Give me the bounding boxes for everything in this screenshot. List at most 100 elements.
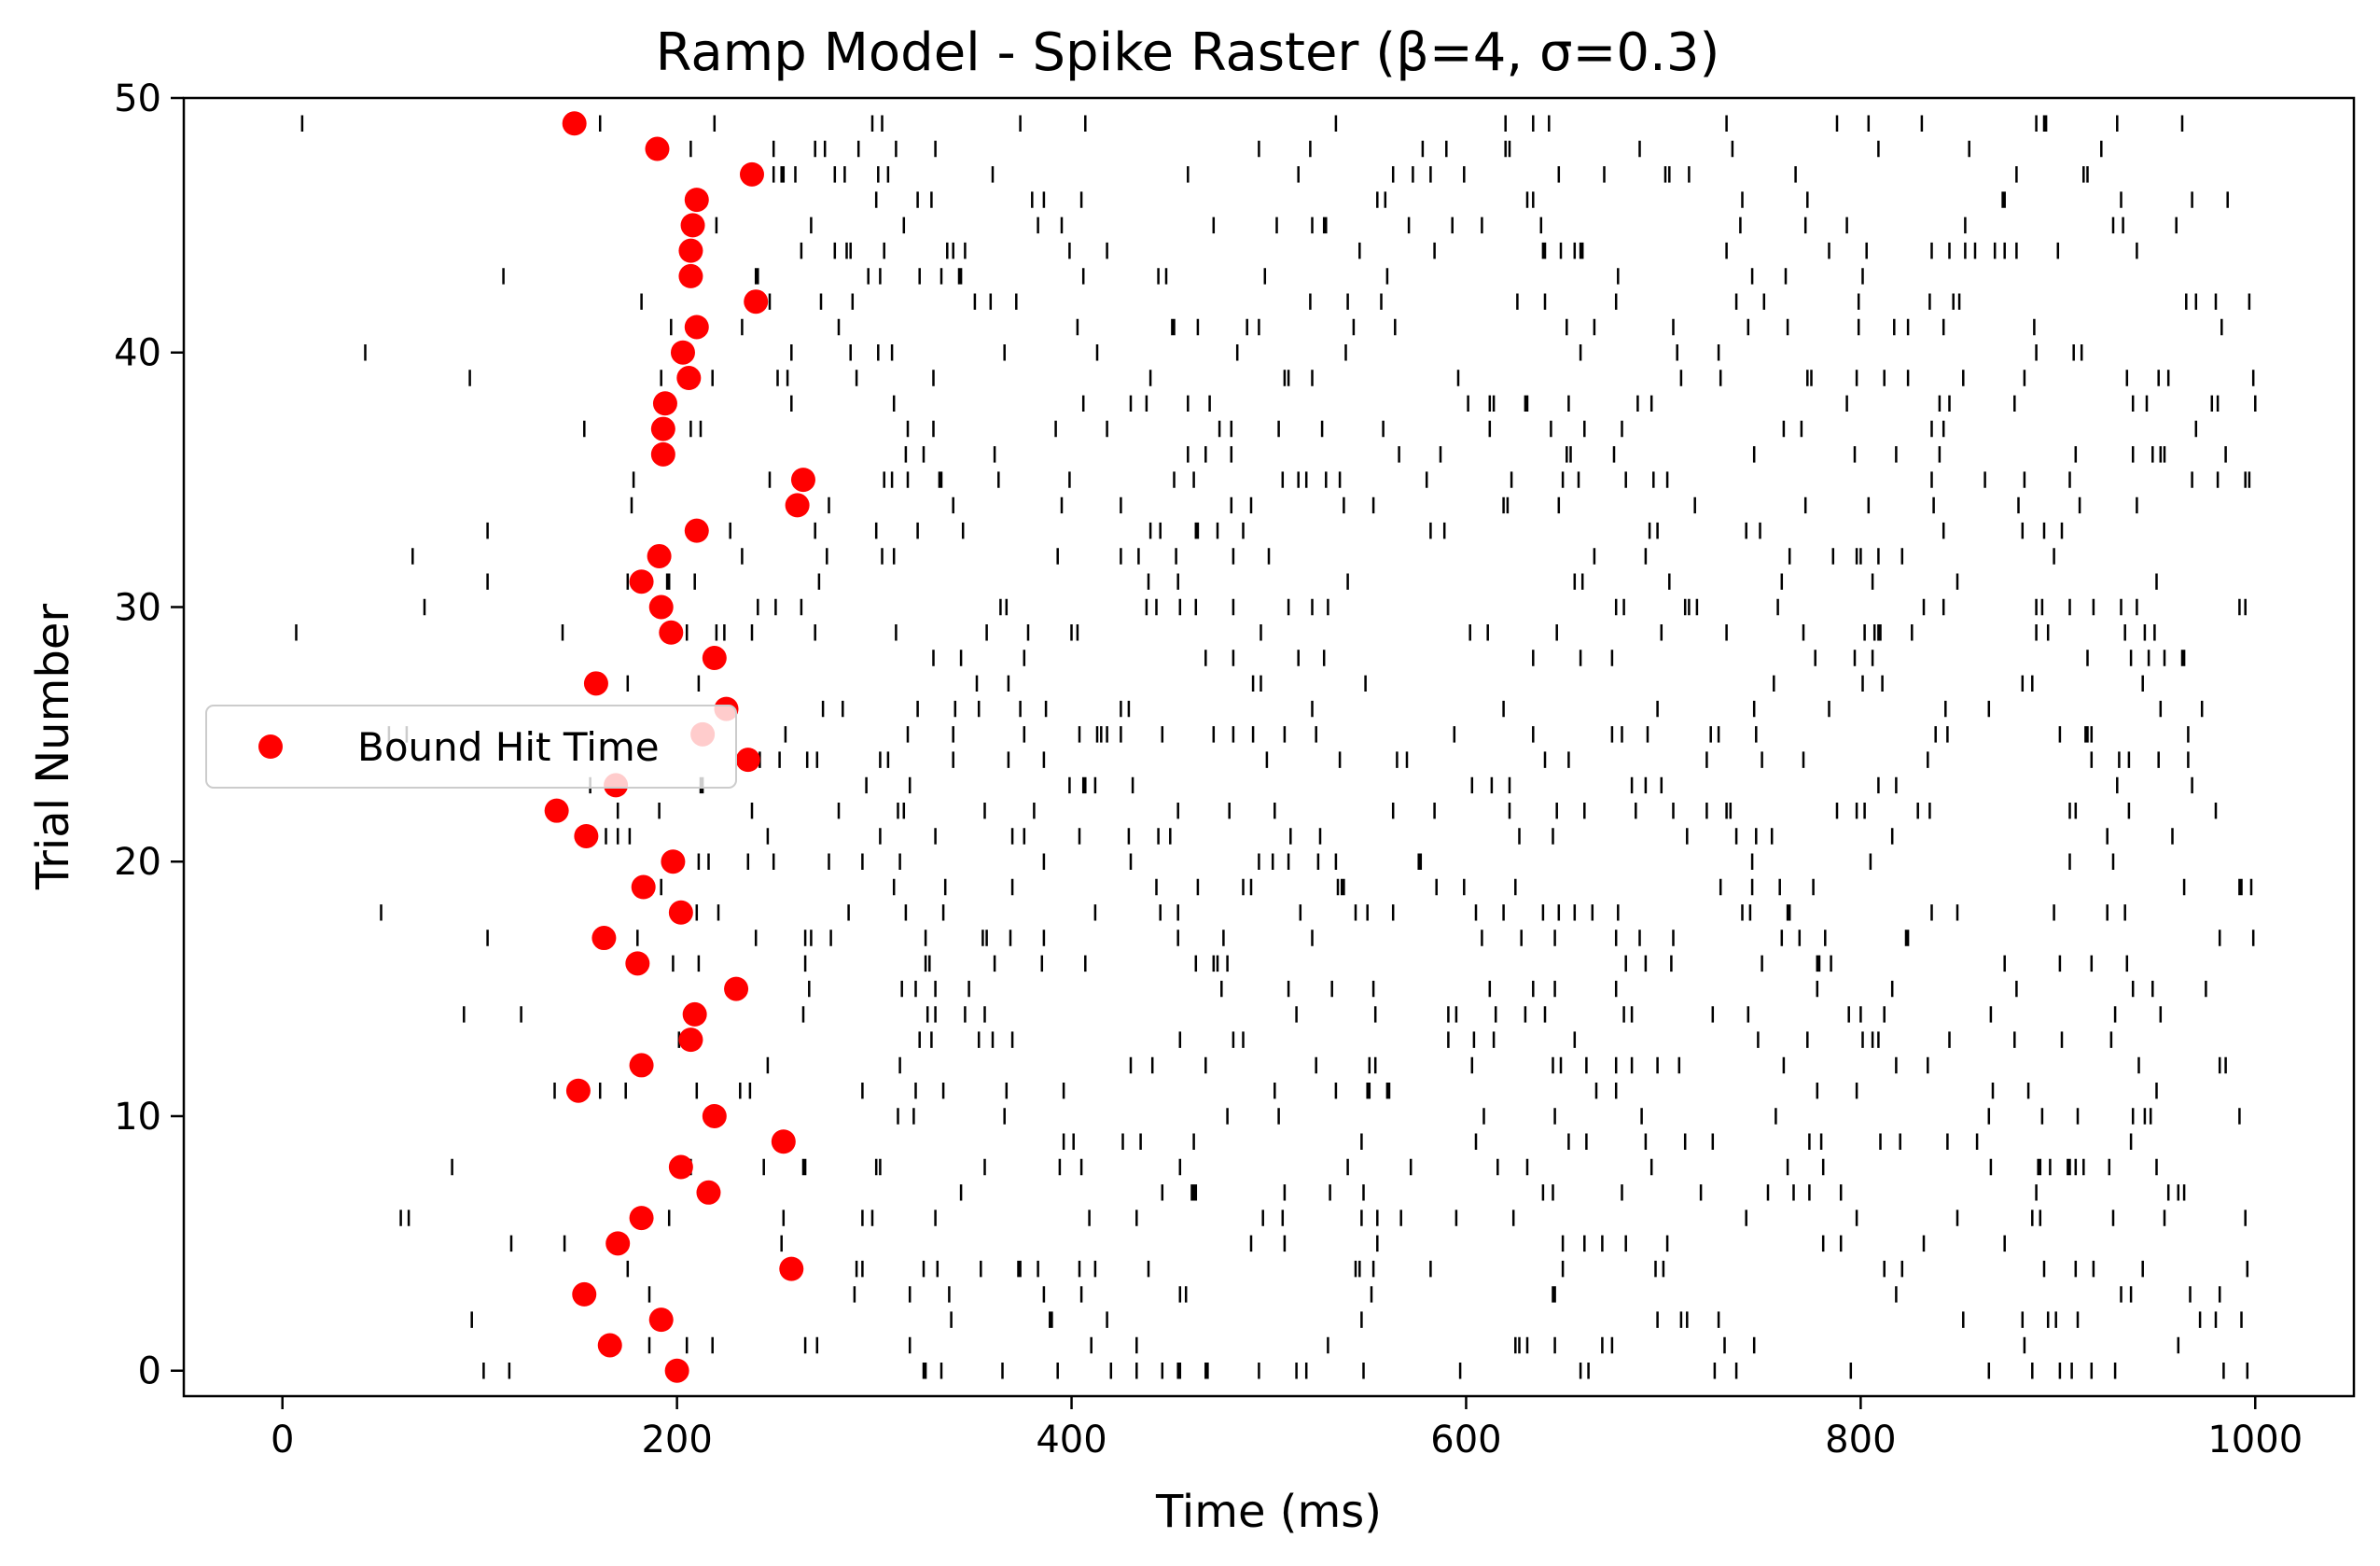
spike-train-trial — [380, 904, 2126, 921]
spike-train-trial — [959, 1184, 2186, 1201]
spike-train-trial — [486, 522, 2064, 539]
spike-train-trial — [468, 370, 2255, 386]
bound-hit-point — [739, 161, 764, 187]
bound-hit-point — [583, 671, 608, 696]
spike-train-trial — [470, 1311, 2243, 1328]
bound-hit-point — [724, 976, 749, 1001]
legend-box — [205, 705, 737, 789]
bound-hit-point — [592, 926, 617, 951]
bound-hit-point — [659, 620, 684, 645]
spike-train-trial — [553, 1083, 2158, 1099]
bound-hit-point — [684, 315, 709, 340]
y-axis-ticks: 0 10 20 30 40 50 — [114, 77, 184, 1393]
spike-train-trial — [295, 624, 2156, 641]
bound-hit-point — [572, 1281, 597, 1307]
y-tick-label: 50 — [114, 77, 161, 120]
spike-train-trial — [697, 853, 2115, 870]
spike-train-trial — [486, 930, 2255, 946]
bound-hit-point — [771, 1129, 796, 1154]
bound-hit-point — [647, 543, 672, 568]
y-tick-label: 40 — [114, 332, 161, 375]
bound-hit-point — [631, 874, 656, 900]
bound-hit-point — [678, 263, 703, 288]
spike-train-trial — [411, 548, 2055, 565]
bound-hit-point — [650, 441, 675, 467]
spike-train-trial — [904, 446, 2227, 463]
spike-train-trial — [1062, 1133, 2133, 1150]
bound-hit-point — [702, 646, 727, 671]
bound-hit-point — [565, 1078, 591, 1103]
spike-train-trial — [897, 1108, 2241, 1125]
y-tick-label: 10 — [114, 1096, 161, 1139]
legend-label: Bound Hit Time — [357, 724, 660, 770]
spike-train-trial — [399, 1209, 2247, 1226]
spike-train-trial — [451, 1158, 2158, 1176]
chart-title: Ramp Model - Spike Raster (β=4, σ=0.3) — [656, 22, 1720, 83]
bound-hit-point — [625, 951, 650, 976]
y-tick-label: 30 — [114, 586, 161, 629]
spike-train-trial — [647, 1336, 2180, 1354]
bound-hit-point — [661, 849, 686, 874]
spike-train-trial — [583, 420, 2198, 438]
spike-train-trial — [616, 803, 2218, 819]
bound-hit-point — [790, 468, 815, 493]
bound-hit-point — [668, 1154, 693, 1180]
bound-hit-point — [676, 366, 702, 391]
x-tick-label: 0 — [271, 1419, 294, 1461]
bound-hit-point — [785, 493, 810, 518]
bound-hit-point — [670, 340, 695, 365]
spike-train-trial — [800, 242, 2138, 259]
bound-hit-point — [648, 594, 674, 620]
bound-hit-point — [684, 188, 709, 213]
bound-hit-point — [574, 823, 599, 848]
x-axis-label: Time (ms) — [1155, 1486, 1382, 1538]
y-tick-label: 0 — [138, 1350, 161, 1393]
spike-train-trial — [689, 140, 2103, 158]
spike-train-trial — [821, 700, 2204, 718]
spike-train-trial — [790, 395, 2257, 412]
spike-train-trial — [670, 318, 2223, 336]
spike-train-trial — [874, 191, 2229, 208]
bound-hit-point — [696, 1180, 721, 1205]
spike-train-trial — [502, 268, 1864, 285]
bound-hit-point — [597, 1333, 622, 1358]
bound-hit-point — [668, 900, 693, 925]
bound-hit-point — [605, 1231, 631, 1256]
bound-hit-point — [652, 391, 677, 416]
x-tick-label: 800 — [1825, 1419, 1896, 1461]
bound-hit-point — [562, 111, 587, 136]
bound-hit-point — [744, 289, 769, 315]
spike-train-trial — [932, 650, 2186, 666]
bound-hit-point — [680, 213, 705, 238]
x-tick-label: 1000 — [2207, 1419, 2303, 1461]
spike-train-trial — [509, 1235, 2006, 1252]
spike-raster — [295, 115, 2257, 1379]
spike-train-trial — [630, 496, 2138, 514]
x-tick-label: 200 — [641, 1419, 712, 1461]
bound-hit-point — [629, 1206, 654, 1231]
x-tick-label: 400 — [1036, 1419, 1106, 1461]
bound-hit-point — [648, 1307, 674, 1333]
spike-train-trial — [632, 471, 2251, 488]
bound-hit-point — [629, 569, 654, 594]
spike-train-trial — [647, 1286, 2221, 1303]
spike-train-trial — [626, 1260, 2249, 1278]
spike-train-trial — [808, 980, 2207, 998]
bound-hit-point — [779, 1256, 804, 1281]
spike-train-trial — [715, 217, 2178, 234]
bound-hit-point — [735, 748, 760, 773]
plot-frame — [182, 96, 2356, 1398]
spike-train-trial — [463, 1006, 2163, 1023]
spike-train-trial — [423, 598, 2247, 616]
bound-hit-point — [664, 1358, 689, 1383]
bound-hit-point — [645, 136, 670, 161]
x-axis-ticks: 0 200 400 600 800 1000 — [271, 1396, 2303, 1461]
spike-train-trial — [766, 1056, 2227, 1074]
legend: Bound Hit Time — [205, 705, 737, 789]
spike-train-trial — [626, 675, 2144, 692]
bound-hit-point — [544, 798, 569, 823]
bound-hit-point — [678, 238, 703, 263]
bound-hit-point — [682, 1001, 707, 1027]
y-axis-label: Trial Number — [27, 604, 79, 890]
